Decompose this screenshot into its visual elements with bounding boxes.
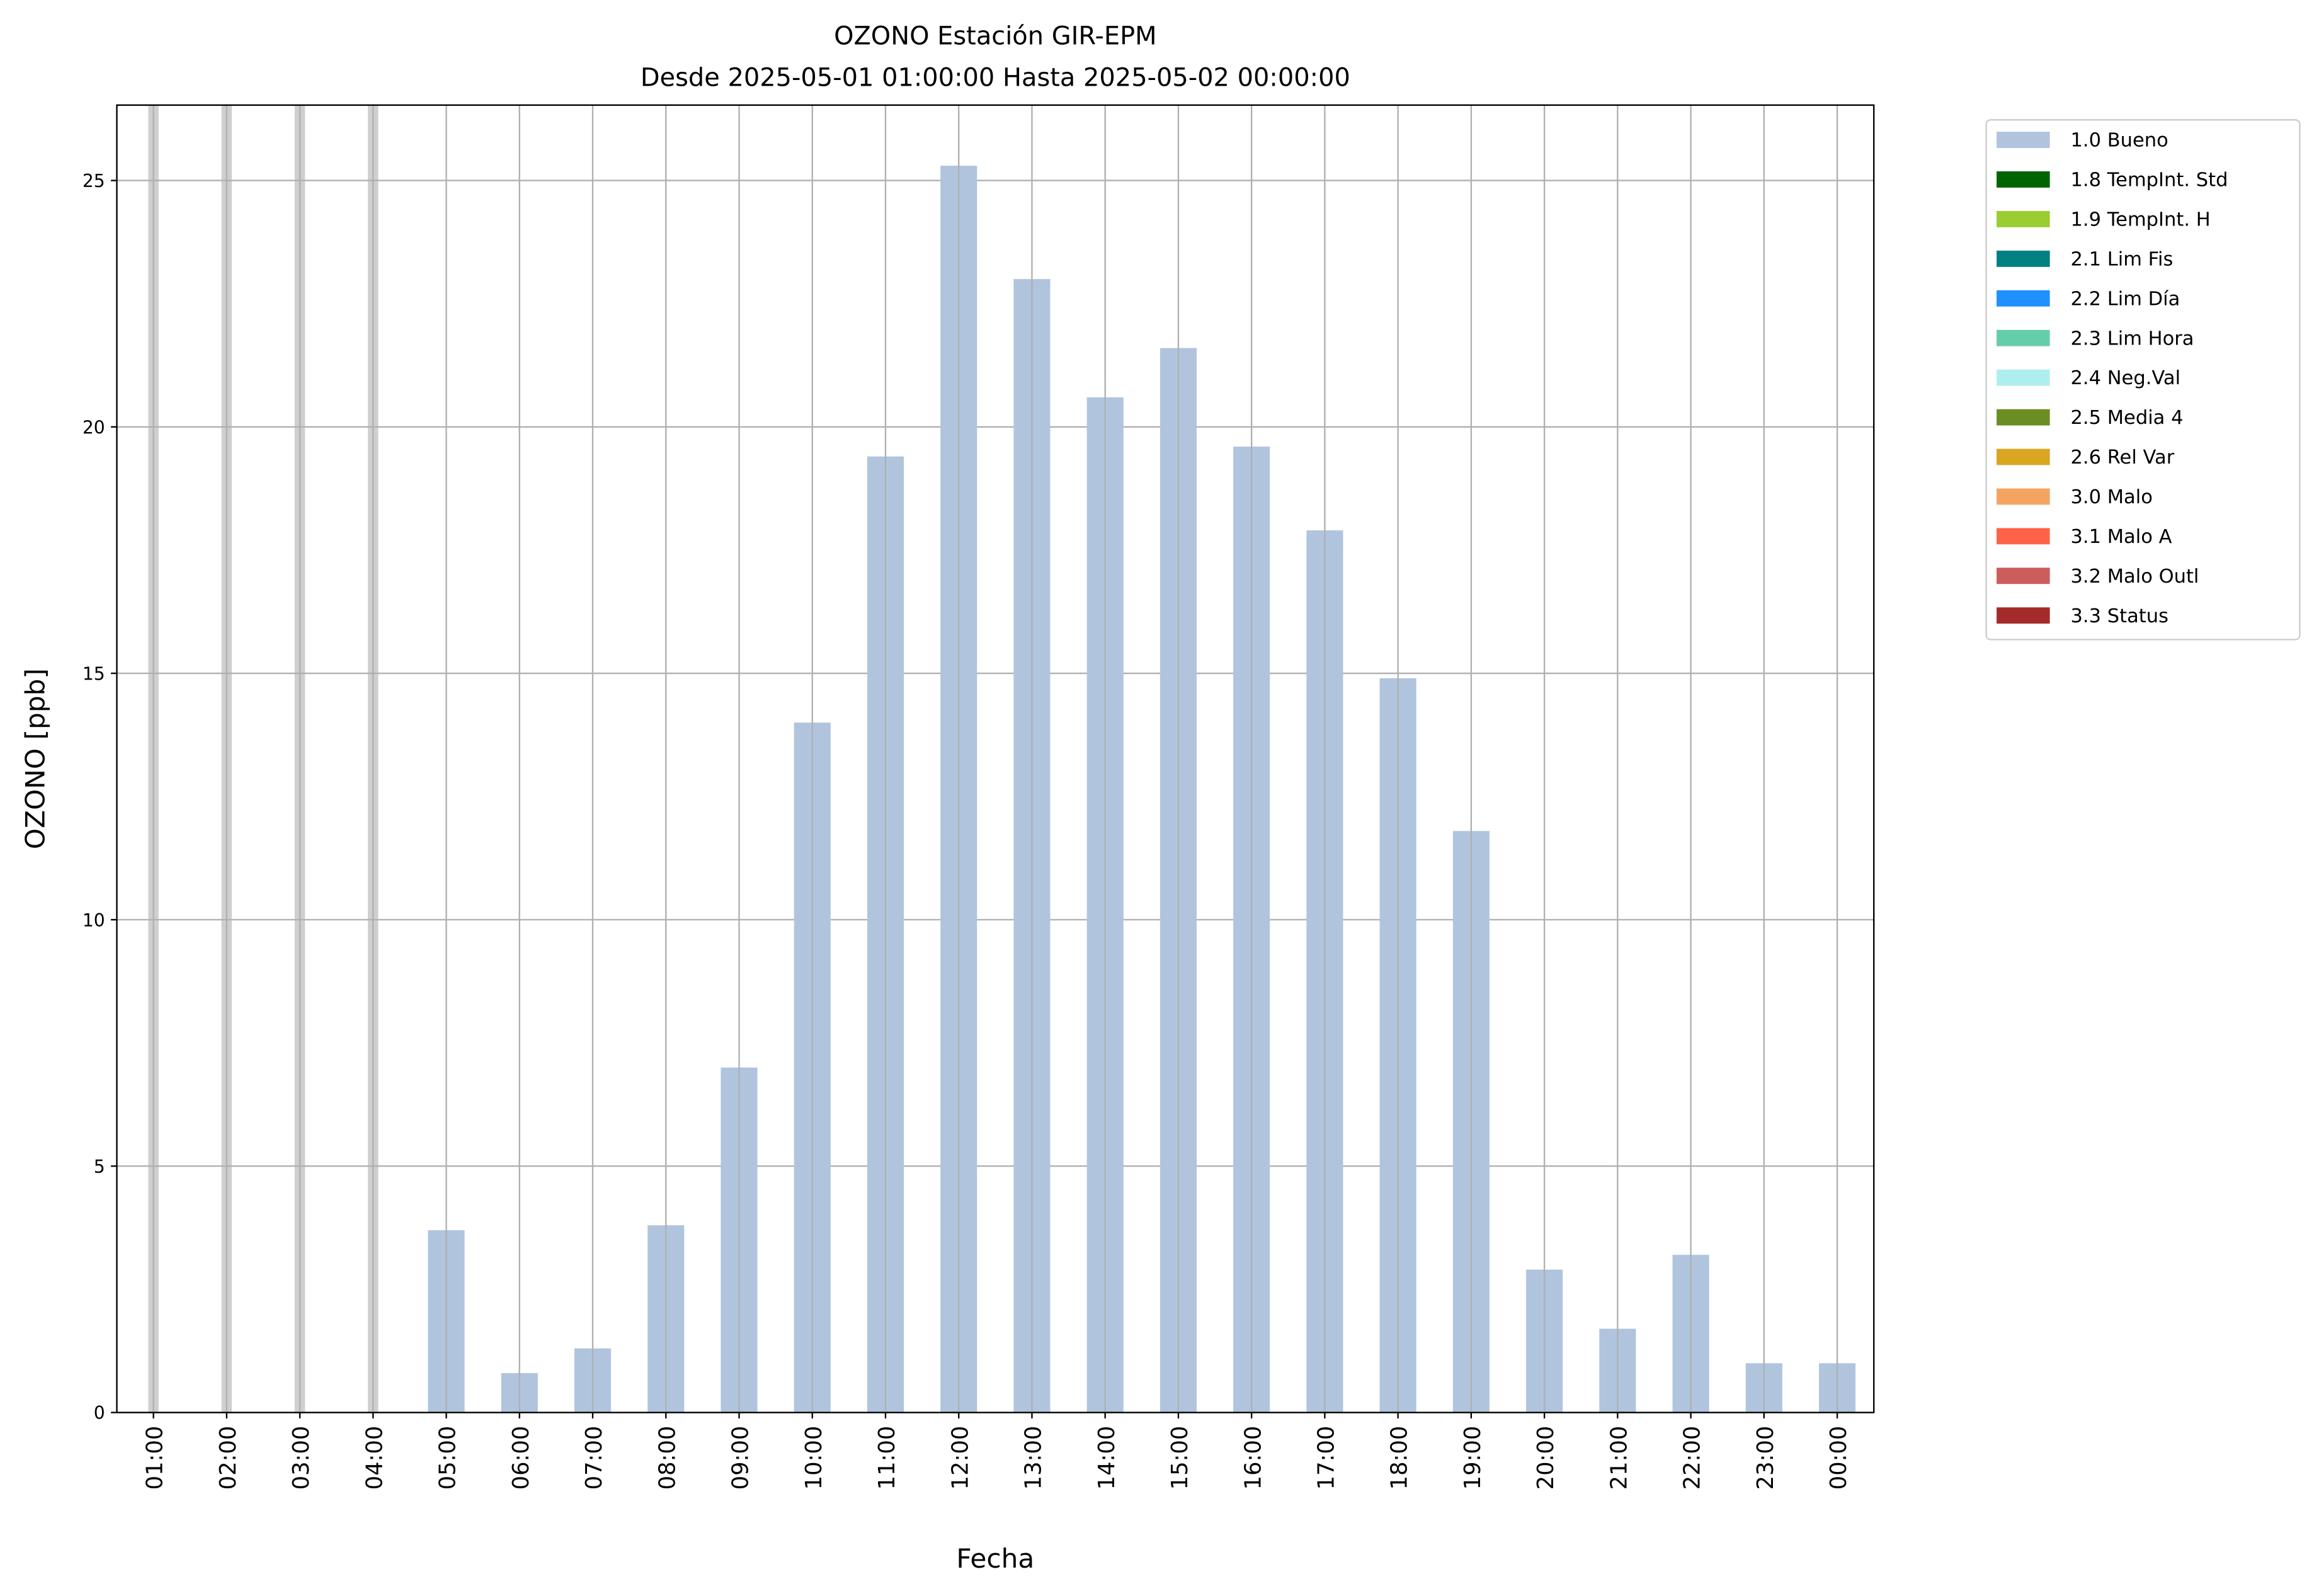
legend-label: 3.0 Malo [2071,486,2153,508]
legend-swatch [1997,607,2050,624]
legend-swatch [1997,250,2050,267]
legend-swatch [1997,528,2050,545]
legend-swatch [1997,329,2050,346]
x-tick-label: 05:00 [435,1426,461,1490]
legend-label: 3.3 Status [2071,605,2168,627]
legend-swatch [1997,171,2050,188]
legend-label: 2.6 Rel Var [2071,447,2175,469]
legend-swatch [1997,488,2050,505]
x-tick-label: 00:00 [1826,1426,1852,1490]
x-tick-label: 07:00 [581,1426,607,1490]
x-tick-label: 22:00 [1680,1426,1706,1490]
legend-swatch [1997,210,2050,227]
y-tick-label: 5 [94,1156,105,1177]
legend-swatch [1997,369,2050,386]
legend-box [1985,119,2301,641]
legend-label: 2.4 Neg.Val [2071,367,2181,389]
plot-frame [116,104,1875,1413]
x-tick-label: 16:00 [1240,1426,1266,1490]
y-axis-label: OZONO [ppb] [20,668,50,849]
x-tick-label: 09:00 [728,1426,754,1490]
x-tick-label: 15:00 [1167,1426,1193,1490]
x-tick-label: 04:00 [362,1426,387,1490]
x-tick-label: 14:00 [1094,1426,1120,1490]
x-tick-label: 06:00 [508,1426,534,1490]
y-tick-label: 0 [94,1403,105,1423]
legend-label: 3.2 Malo Outl [2071,566,2199,588]
x-tick-label: 11:00 [874,1426,900,1490]
y-tick-label: 25 [83,171,105,191]
legend-label: 2.5 Media 4 [2071,407,2184,429]
legend-swatch [1997,290,2050,307]
x-axis-label: Fecha [956,1543,1034,1574]
legend-swatch [1997,567,2050,584]
legend-swatch [1997,409,2050,426]
x-tick-label: 12:00 [947,1426,973,1490]
y-tick-label: 10 [83,910,105,931]
x-tick-label: 08:00 [654,1426,680,1490]
y-tick-label: 15 [83,664,105,685]
x-tick-label: 10:00 [801,1426,827,1490]
legend-swatch [1997,448,2050,465]
x-tick-label: 01:00 [142,1426,168,1490]
x-tick-label: 13:00 [1021,1426,1047,1490]
x-tick-label: 19:00 [1460,1426,1486,1490]
x-tick-label: 17:00 [1314,1426,1340,1490]
legend-label: 1.9 TempInt. H [2071,208,2211,231]
x-tick-label: 02:00 [215,1426,241,1490]
x-tick-label: 03:00 [288,1426,314,1490]
legend-swatch [1997,132,2050,148]
x-tick-label: 23:00 [1753,1426,1779,1490]
legend-label: 1.8 TempInt. Std [2071,169,2228,191]
legend-label: 1.0 Bueno [2071,130,2168,152]
legend-label: 2.2 Lim Día [2071,288,2180,310]
x-tick-label: 21:00 [1606,1426,1632,1490]
chart-title: OZONO Estación GIR-EPM [834,22,1157,51]
x-tick-label: 18:00 [1387,1426,1413,1490]
legend-label: 3.1 Malo A [2071,526,2172,548]
legend-label: 2.3 Lim Hora [2071,328,2194,350]
chart-subtitle: Desde 2025-05-01 01:00:00 Hasta 2025-05-… [641,63,1350,92]
x-tick-label: 20:00 [1533,1426,1559,1490]
y-tick-label: 20 [83,417,105,438]
legend-label: 2.1 Lim Fis [2071,248,2174,270]
